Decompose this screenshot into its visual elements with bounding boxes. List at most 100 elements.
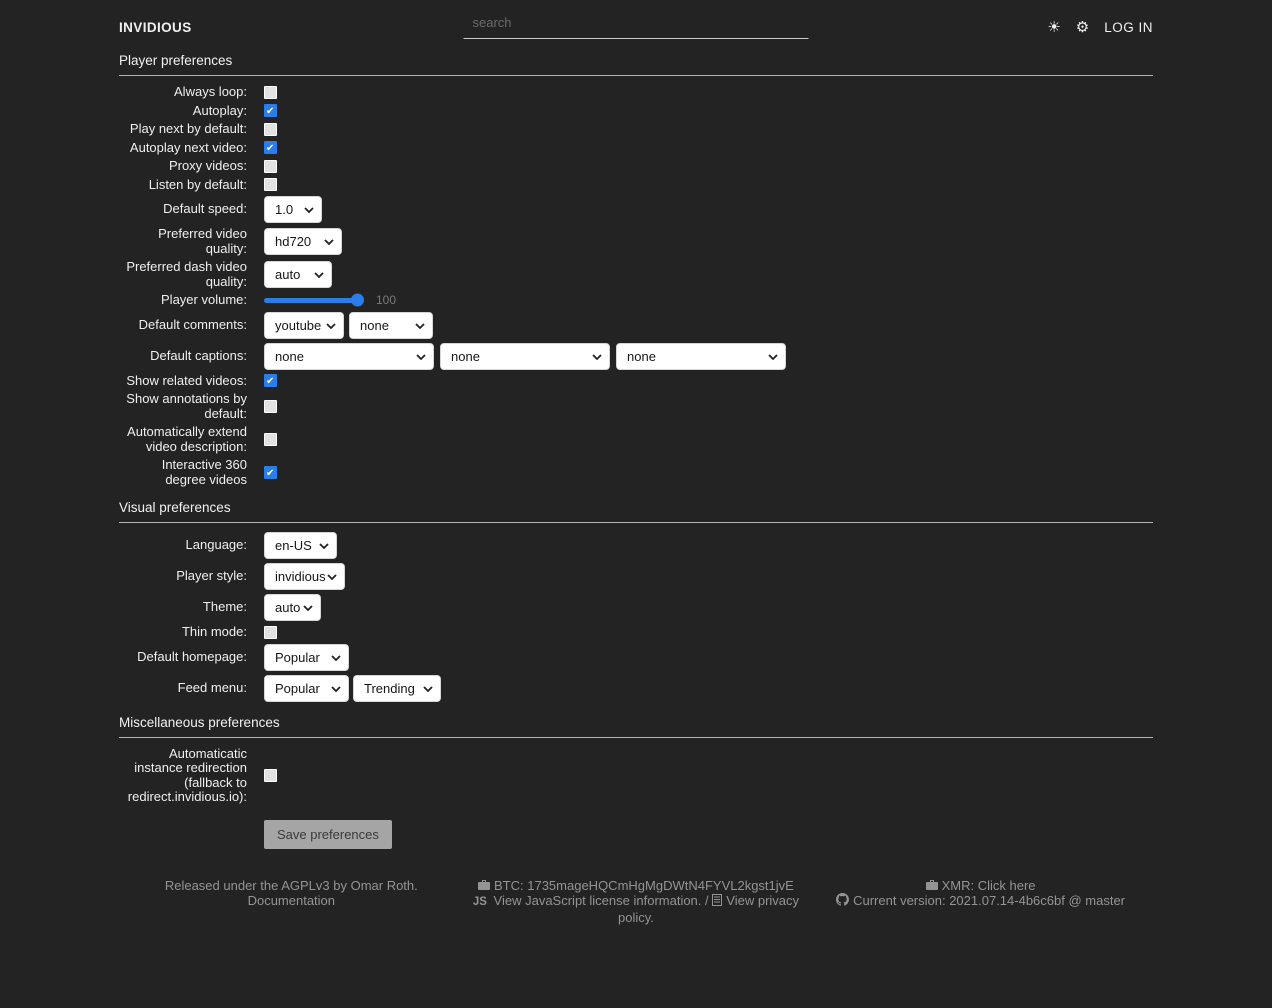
listen-default-checkbox[interactable] [264, 178, 277, 192]
search-box [463, 10, 809, 39]
feed-menu-select-2[interactable]: Trending [353, 674, 441, 702]
login-link[interactable]: LOG IN [1104, 20, 1153, 35]
pref-row-language: Language: en-US [119, 532, 1153, 559]
chevron-down-icon [423, 685, 433, 692]
default-speed-value: 1.0 [275, 202, 294, 217]
chevron-down-icon [326, 322, 336, 329]
pref-row-volume: Player volume: 100 [119, 292, 1153, 308]
captions-select-1[interactable]: none [264, 342, 434, 370]
homepage-select[interactable]: Popular [264, 643, 349, 671]
pref-row-captions: Default captions: none none none [119, 342, 1153, 370]
comments-select-1[interactable]: youtube [264, 311, 344, 339]
homepage-value: Popular [275, 649, 320, 665]
default-speed-select[interactable]: 1.0 [264, 196, 322, 223]
captions-value-1: none [275, 348, 304, 364]
pref-row-always-loop: Always loop: [119, 84, 1153, 100]
vr360-checkbox[interactable] [264, 466, 277, 480]
chevron-down-icon [314, 272, 324, 278]
pref-row-theme: Theme: auto [119, 594, 1153, 621]
volume-slider[interactable] [264, 293, 364, 307]
captions-select-3[interactable]: none [616, 342, 786, 370]
play-next-label: Play next by default: [129, 121, 247, 136]
comments-value-1: youtube [275, 317, 322, 333]
thin-mode-checkbox[interactable] [264, 625, 277, 639]
player-section: Always loop: Autoplay: Play next by defa… [119, 76, 1153, 487]
feed-menu-select-1[interactable]: Popular [264, 674, 349, 702]
pref-row-annotations: Show annotations by default: [119, 391, 1153, 421]
volume-label: Player volume: [161, 292, 247, 307]
language-value: en-US [275, 538, 312, 553]
privacy-policy-link[interactable]: View privacy policy. [617, 892, 800, 925]
vr360-label: Interactive 360 degree videos [161, 457, 247, 487]
annotations-checkbox[interactable] [264, 400, 277, 413]
footer-license-column: Released under the AGPLv3 by Omar Roth. … [119, 878, 464, 925]
section-title-misc: Miscellaneous preferences [119, 715, 1153, 738]
captions-select-2[interactable]: none [440, 342, 610, 370]
pref-row-play-next: Play next by default: [119, 121, 1153, 137]
version-link[interactable]: Current version: 2021.07.14-4b6c6bf @ ma… [853, 892, 1126, 908]
video-quality-label: Preferred video quality: [158, 226, 247, 256]
pref-row-extend-desc: Automatically extend video description: [119, 424, 1153, 454]
redirect-checkbox[interactable] [264, 769, 277, 782]
js-license-link[interactable]: View JavaScript license information. [493, 892, 702, 908]
player-style-label: Player style: [176, 568, 247, 584]
proxy-videos-checkbox[interactable] [264, 159, 277, 173]
footer-released-text: Released under the AGPLv3 by Omar Roth. [164, 877, 418, 893]
wallet-icon [478, 879, 491, 890]
feed-menu-value-1: Popular [275, 680, 320, 696]
save-preferences-button[interactable]: Save preferences [264, 819, 392, 849]
dash-quality-label: Preferred dash video quality: [126, 259, 247, 289]
search-input[interactable] [463, 10, 809, 39]
section-title-player: Player preferences [119, 53, 1153, 76]
sun-icon[interactable]: ☀ [1047, 19, 1061, 36]
pref-row-feed-menu: Feed menu: Popular Trending [119, 674, 1153, 702]
theme-value: auto [275, 600, 301, 615]
language-select[interactable]: en-US [264, 532, 337, 559]
top-navbar: INVIDIOUS ☀ ⚙ LOG IN [119, 0, 1153, 40]
footer-donate-column: BTC: 1735mageHQCmHgMgDWtN4FYVL2kgst1jvE … [464, 878, 809, 925]
play-next-checkbox[interactable] [264, 122, 277, 136]
chevron-down-icon [331, 685, 341, 692]
video-quality-select[interactable]: hd720 [264, 228, 342, 255]
pref-row-autoplay: Autoplay: [119, 103, 1153, 119]
pref-row-default-speed: Default speed: 1.0 [119, 196, 1153, 223]
listen-default-label: Listen by default: [148, 176, 247, 192]
pref-row-vr360: Interactive 360 degree videos [119, 457, 1153, 487]
privacy-document-icon [712, 893, 723, 906]
default-speed-label: Default speed: [163, 201, 247, 217]
player-style-select[interactable]: invidious [264, 563, 345, 590]
feed-menu-value-2: Trending [364, 680, 415, 696]
visual-section: Language: en-US Player style: invidious … [119, 523, 1153, 702]
documentation-link[interactable]: Documentation [247, 892, 336, 908]
chevron-down-icon [415, 322, 425, 329]
extend-desc-checkbox[interactable] [264, 433, 277, 446]
chevron-down-icon [592, 353, 602, 360]
chevron-down-icon [327, 574, 337, 580]
extend-desc-label: Automatically extend video description: [127, 424, 247, 454]
btc-address: BTC: 1735mageHQCmHgMgDWtN4FYVL2kgst1jvE [494, 877, 794, 893]
xmr-link[interactable]: XMR: Click here [941, 877, 1036, 893]
player-style-value: invidious [275, 569, 326, 584]
chevron-down-icon [416, 353, 426, 360]
autoplay-checkbox[interactable] [264, 104, 277, 118]
pref-row-proxy-videos: Proxy videos: [119, 158, 1153, 174]
dash-quality-select[interactable]: auto [264, 261, 332, 288]
pref-row-dash-quality: Preferred dash video quality: auto [119, 259, 1153, 289]
autoplay-next-checkbox[interactable] [264, 141, 277, 155]
chevron-down-icon [331, 654, 341, 661]
site-logo[interactable]: INVIDIOUS [119, 20, 192, 35]
slider-thumb-icon[interactable] [351, 293, 364, 307]
section-title-visual: Visual preferences [119, 500, 1153, 523]
captions-label: Default captions: [150, 347, 247, 363]
always-loop-checkbox[interactable] [264, 85, 277, 99]
theme-label: Theme: [202, 599, 247, 615]
theme-select[interactable]: auto [264, 594, 321, 621]
related-label: Show related videos: [126, 372, 247, 388]
gear-icon[interactable]: ⚙ [1075, 19, 1090, 36]
comments-value-2: none [360, 317, 389, 333]
pref-row-autoplay-next: Autoplay next video: [119, 140, 1153, 156]
related-checkbox[interactable] [264, 374, 277, 388]
volume-value: 100 [376, 293, 397, 308]
comments-label: Default comments: [138, 316, 247, 332]
comments-select-2[interactable]: none [349, 311, 433, 339]
